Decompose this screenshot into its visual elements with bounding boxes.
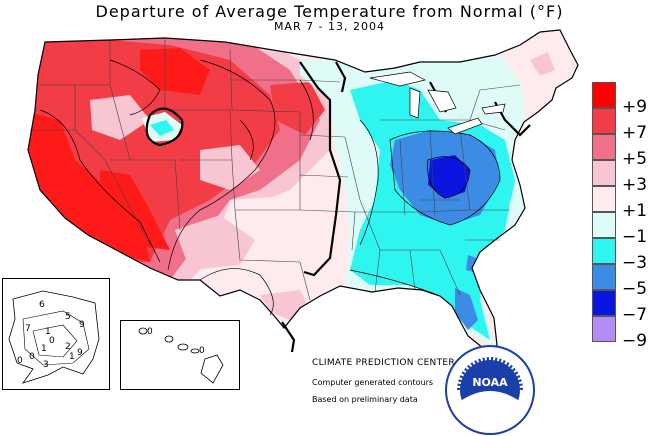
alaska-label: 1 — [41, 344, 47, 354]
alaska-label: 2 — [65, 342, 71, 352]
legend-label: +9 — [622, 97, 648, 117]
credit-line-1: Computer generated contours — [312, 378, 434, 387]
credit-line-2: Based on preliminary data — [312, 395, 418, 404]
alaska-map: 6 7 1 0 5 9 1 0 2 0 1 3 9 — [8, 290, 100, 384]
legend-item: −3 — [592, 238, 659, 272]
credit-center: CLIMATE PREDICTION CENTER, NOAA — [312, 358, 489, 368]
great-lakes — [369, 71, 506, 135]
legend-swatch — [592, 134, 616, 160]
hawaii-inset: 0 0 — [120, 320, 240, 390]
legend-label: +5 — [622, 149, 648, 169]
state-boundaries — [30, 40, 521, 301]
noaa-logo-text: NOAA — [472, 376, 508, 389]
noaa-bird-icon — [462, 391, 518, 421]
legend-label: −9 — [622, 331, 648, 351]
map-subtitle: MAR 7 - 13, 2004 — [273, 20, 386, 33]
hawaii-label: 0 — [147, 327, 153, 337]
legend-item: +3 — [592, 160, 659, 194]
legend-swatch — [592, 82, 616, 108]
legend-item: +7 — [592, 108, 659, 142]
alaska-label: 9 — [79, 320, 85, 330]
legend-swatch — [592, 238, 616, 264]
legend-swatch — [592, 160, 616, 186]
legend-label: −7 — [622, 305, 648, 325]
hawaii-map: 0 0 — [138, 327, 224, 384]
alaska-label: 0 — [17, 356, 23, 366]
legend-swatch — [592, 290, 616, 316]
alaska-label: 9 — [77, 348, 83, 358]
alaska-label: 1 — [69, 352, 75, 362]
noaa-logo: NOAA — [445, 345, 535, 435]
alaska-label: 7 — [25, 324, 31, 334]
legend-item: +1 — [592, 186, 659, 220]
legend-label: −3 — [622, 253, 648, 273]
legend-item: −1 — [592, 212, 659, 246]
alaska-label: 3 — [43, 360, 49, 370]
legend-label: +7 — [622, 123, 648, 143]
legend-label: −1 — [622, 227, 648, 247]
legend-swatch — [592, 316, 616, 342]
legend-label: +3 — [622, 175, 648, 195]
legend-label: +1 — [622, 201, 648, 221]
hawaii-label: 0 — [199, 346, 205, 356]
legend-label: −5 — [622, 279, 648, 299]
legend-swatch — [592, 108, 616, 134]
alaska-label: 0 — [49, 336, 55, 346]
legend-swatch — [592, 212, 616, 238]
map-title: Departure of Average Temperature from No… — [95, 2, 564, 21]
legend-item: +9 — [592, 82, 659, 116]
alaska-label: 5 — [65, 312, 71, 322]
alaska-label: 0 — [29, 352, 35, 362]
legend-item: −9 — [592, 316, 659, 350]
legend-swatch — [592, 264, 616, 290]
us-outline — [27, 29, 579, 353]
legend-item: −7 — [592, 290, 659, 324]
alaska-inset: 6 7 1 0 5 9 1 0 2 0 1 3 9 — [2, 278, 110, 390]
alaska-label: 6 — [39, 300, 45, 310]
legend-item: +5 — [592, 134, 659, 168]
alaska-label: 1 — [45, 327, 51, 337]
legend: +9 +7 +5 +3 +1 −1 −3 −5 −7 −9 — [592, 82, 659, 350]
contour-lines — [39, 59, 501, 316]
legend-item: −5 — [592, 264, 659, 298]
legend-swatch — [592, 186, 616, 212]
